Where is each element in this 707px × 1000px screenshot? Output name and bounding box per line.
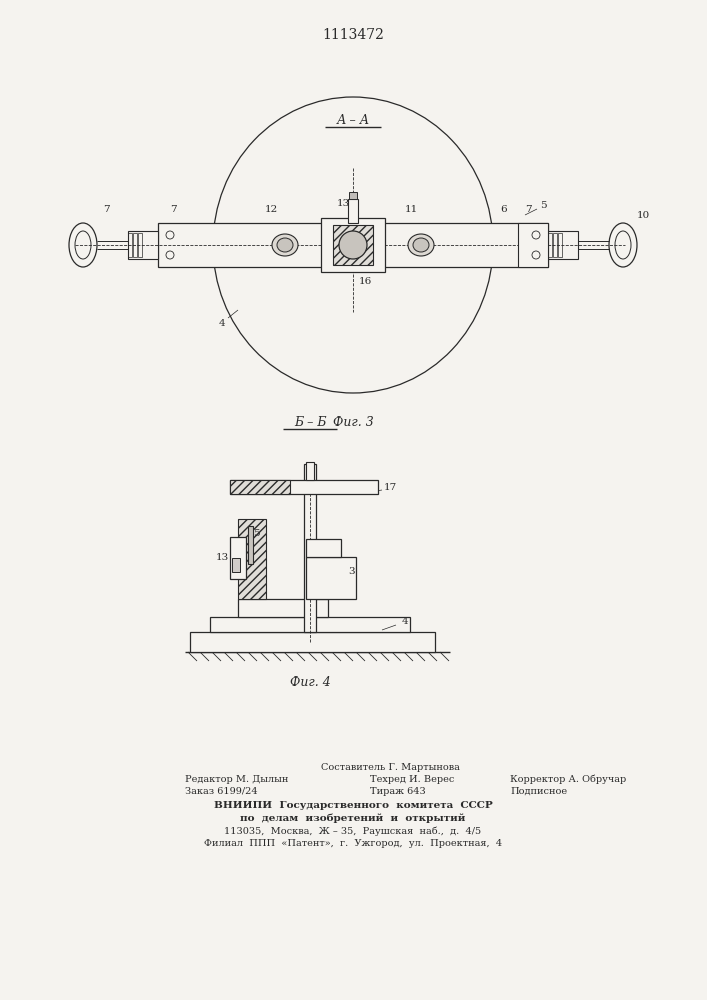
Text: 4: 4	[218, 318, 226, 328]
Text: 10: 10	[636, 211, 650, 220]
Bar	[306, 462, 314, 480]
Text: ВНИИПИ  Государственного  комитета  СССР: ВНИИПИ Государственного комитета СССР	[214, 800, 492, 810]
Text: 16: 16	[358, 276, 372, 286]
Text: 7: 7	[103, 206, 110, 215]
Bar	[210, 617, 410, 632]
Text: 7: 7	[170, 205, 176, 214]
Bar	[348, 199, 358, 223]
Bar	[304, 464, 316, 632]
Bar	[230, 480, 378, 494]
Bar	[306, 539, 341, 557]
Text: 7: 7	[525, 206, 532, 215]
Text: 1113472: 1113472	[322, 28, 384, 42]
Text: Заказ 6199/24: Заказ 6199/24	[185, 786, 257, 796]
Bar	[558, 233, 562, 257]
Text: 12: 12	[264, 205, 278, 214]
Text: Подписное: Подписное	[510, 786, 567, 796]
Text: Фиг. 4: Фиг. 4	[290, 676, 330, 688]
Bar	[138, 233, 142, 257]
Ellipse shape	[277, 238, 293, 252]
Text: А – А: А – А	[337, 113, 370, 126]
Bar	[230, 537, 246, 579]
Bar	[158, 223, 548, 267]
Bar	[548, 231, 578, 259]
Bar	[349, 192, 357, 199]
Text: 13: 13	[337, 198, 350, 208]
Text: 3: 3	[349, 568, 356, 576]
Text: 113035,  Москва,  Ж – 35,  Раушская  наб.,  д.  4/5: 113035, Москва, Ж – 35, Раушская наб., д…	[224, 826, 481, 836]
Text: Составитель Г. Мартынова: Составитель Г. Мартынова	[320, 762, 460, 772]
Bar	[190, 632, 435, 652]
Bar	[553, 233, 557, 257]
Bar	[306, 557, 356, 599]
Bar	[230, 480, 290, 494]
Text: по  делам  изобретений  и  открытий: по делам изобретений и открытий	[240, 813, 466, 823]
Text: 5: 5	[252, 530, 259, 538]
Ellipse shape	[408, 234, 434, 256]
Bar	[333, 225, 373, 265]
Text: 5: 5	[539, 200, 547, 210]
Bar	[518, 223, 548, 267]
Bar	[248, 526, 253, 564]
Bar	[548, 233, 552, 257]
Ellipse shape	[413, 238, 429, 252]
Text: Фиг. 3: Фиг. 3	[332, 416, 373, 430]
Text: Филиал  ППП  «Патент»,  г.  Ужгород,  ул.  Проектная,  4: Филиал ППП «Патент», г. Ужгород, ул. Про…	[204, 840, 502, 848]
Bar	[238, 599, 328, 617]
Bar	[321, 218, 385, 272]
Text: 13: 13	[216, 552, 228, 562]
Text: Тираж 643: Тираж 643	[370, 786, 426, 796]
Text: Редактор М. Дылын: Редактор М. Дылын	[185, 774, 288, 784]
Bar	[128, 233, 132, 257]
Text: Б – Б: Б – Б	[293, 416, 326, 428]
Bar	[232, 558, 240, 572]
Ellipse shape	[339, 231, 367, 259]
Bar	[238, 519, 266, 599]
Text: 4: 4	[402, 617, 409, 626]
Ellipse shape	[272, 234, 298, 256]
Text: Техред И. Верес: Техред И. Верес	[370, 774, 455, 784]
Text: 17: 17	[383, 483, 397, 491]
Bar	[133, 233, 137, 257]
Text: Корректор А. Обручар: Корректор А. Обручар	[510, 774, 626, 784]
Text: 11: 11	[404, 205, 418, 214]
Bar	[128, 231, 158, 259]
Text: 6: 6	[501, 206, 508, 215]
